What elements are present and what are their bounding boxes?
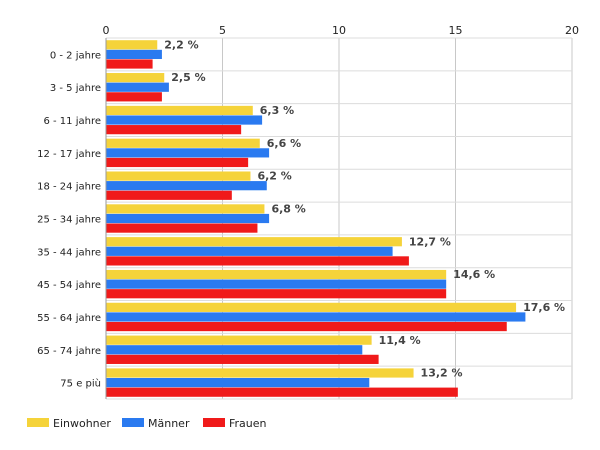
bar-einwohner [106,368,414,378]
bar-einwohner [106,335,372,345]
bar-m-nner [106,377,370,388]
bar-einwohner [106,171,251,181]
y-tick-label: 65 - 74 jahre [37,346,101,357]
y-tick-label: 18 - 24 jahre [37,182,101,193]
legend-swatch [203,418,225,427]
x-tick-label: 0 [103,24,110,37]
data-label: 6,8 % [271,203,305,216]
data-label: 11,4 % [379,334,421,347]
x-tick-label: 15 [449,24,463,37]
data-label: 2,5 % [171,71,205,84]
bar-frauen [106,59,153,69]
bar-m-nner [106,312,526,322]
data-label: 6,6 % [267,137,301,150]
bar-einwohner [106,302,517,312]
data-label: 6,3 % [260,104,294,117]
bar-einwohner [106,105,253,116]
y-tick-label: 0 - 2 jahre [50,50,101,61]
bar-einwohner [106,269,447,280]
x-tick-label: 20 [565,24,579,37]
bar-frauen [106,256,409,266]
bar-m-nner [106,82,169,92]
legend-swatch [27,418,49,427]
bar-einwohner [106,40,158,50]
bar-frauen [106,387,458,397]
y-tick-label: 35 - 44 jahre [37,247,101,258]
bar-frauen [106,354,379,364]
legend-swatch [122,418,144,427]
y-tick-label: 45 - 54 jahre [37,280,101,291]
bar-m-nner [106,148,270,158]
bar-m-nner [106,49,162,60]
bar-einwohner [106,138,260,148]
data-label: 17,6 % [523,301,565,314]
bar-m-nner [106,246,393,256]
bar-m-nner [106,345,363,355]
data-label: 6,2 % [257,170,291,183]
y-tick-label: 25 - 34 jahre [37,215,101,226]
x-tick-label: 5 [219,24,226,37]
x-tick-label: 10 [332,24,346,37]
bar-frauen [106,92,162,102]
data-label: 14,6 % [453,268,495,281]
bar-m-nner [106,279,447,289]
bar-frauen [106,190,232,200]
data-label: 13,2 % [421,367,463,380]
y-tick-label: 12 - 17 jahre [37,149,101,160]
legend-label: Einwohner [53,417,111,430]
y-tick-label: 6 - 11 jahre [43,116,101,127]
data-label: 12,7 % [409,235,451,248]
data-label: 2,2 % [164,38,198,51]
y-tick-label: 3 - 5 jahre [50,83,101,94]
bar-frauen [106,289,447,299]
legend-label: Frauen [229,417,267,430]
y-tick-label: 55 - 64 jahre [37,313,101,324]
bar-m-nner [106,213,270,224]
bar-frauen [106,125,242,135]
bar-einwohner [106,237,402,247]
bar-einwohner [106,73,165,83]
bar-m-nner [106,115,263,125]
bar-frauen [106,223,258,233]
bar-frauen [106,157,249,168]
bar-frauen [106,321,507,332]
legend-label: Männer [148,417,190,430]
y-tick-label: 75 e più [60,378,101,390]
bar-m-nner [106,181,267,191]
bar-einwohner [106,204,265,214]
